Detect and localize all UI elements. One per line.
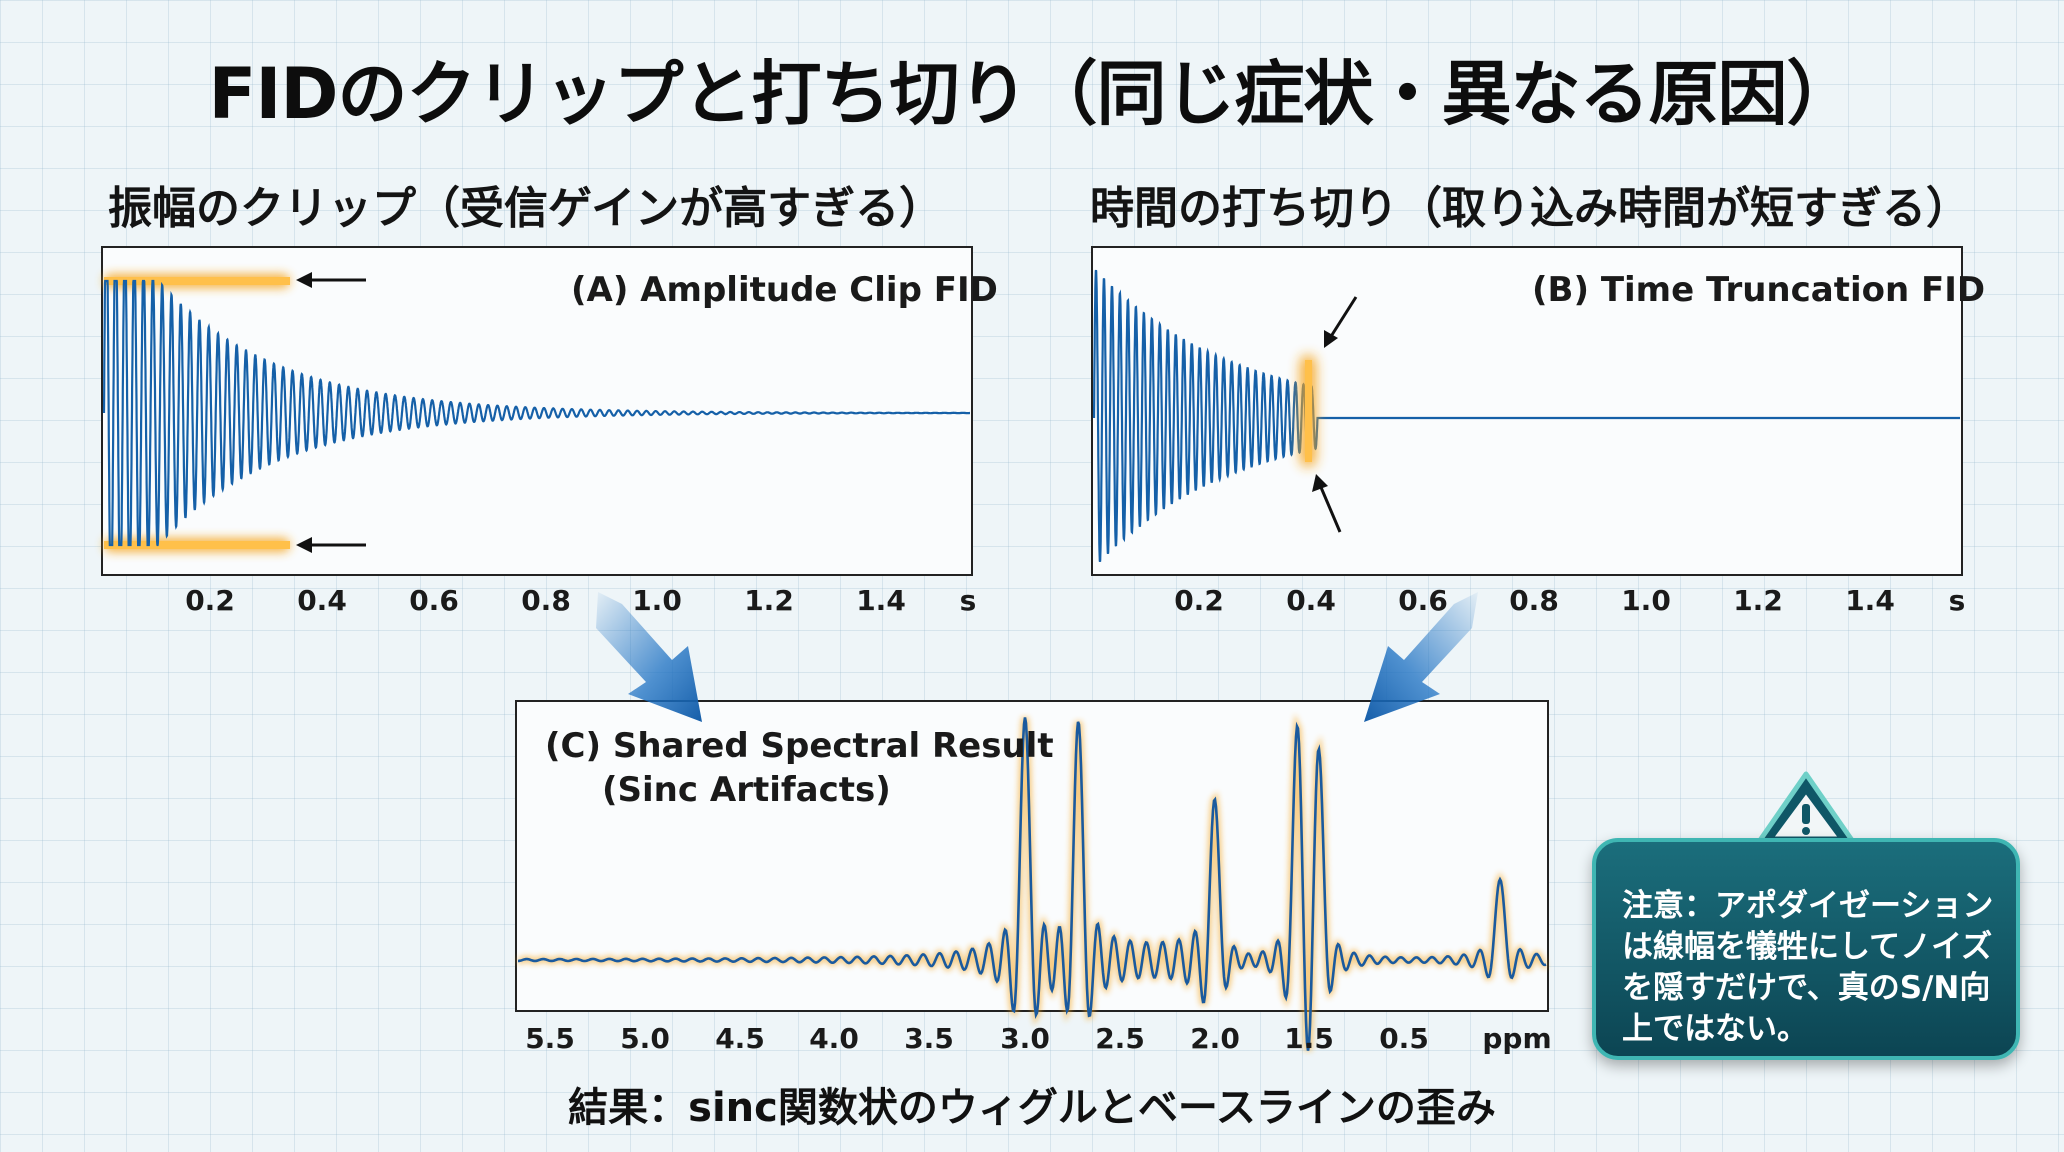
panel-a-tick: 0.8 bbox=[521, 584, 571, 617]
panel-a-tick: 0.2 bbox=[185, 584, 235, 617]
right-subtitle: 時間の打ち切り（取り込み時間が短すぎる） bbox=[1090, 183, 1970, 234]
clip-top-arrow bbox=[296, 272, 366, 288]
panel-b-fid-trace bbox=[1092, 269, 1960, 562]
panel-a-tick: 0.6 bbox=[409, 584, 459, 617]
panel-c-tick: 3.0 bbox=[1000, 1022, 1050, 1055]
panel-c-label-line2: (Sinc Artifacts) bbox=[602, 770, 891, 810]
result-caption: 結果：sinc関数状のウィグルとベースラインの歪み bbox=[568, 1085, 1496, 1131]
panel-c-tick: 0.5 bbox=[1379, 1022, 1429, 1055]
panel-b-label: (B) Time Truncation FID bbox=[1532, 270, 1986, 310]
panel-a-label: (A) Amplitude Clip FID bbox=[571, 270, 998, 310]
panel-c-tick: 2.5 bbox=[1095, 1022, 1145, 1055]
panel-c-label-line1: (C) Shared Spectral Result bbox=[545, 726, 1054, 766]
flow-arrow-right bbox=[1364, 592, 1478, 722]
panel-b-tick: 1.4 bbox=[1845, 584, 1895, 617]
panel-c-tick: 1.5 bbox=[1284, 1022, 1334, 1055]
panel-b-tick: 0.4 bbox=[1286, 584, 1336, 617]
panel-a-fid-trace bbox=[102, 279, 970, 547]
panel-b-tick: 1.2 bbox=[1733, 584, 1783, 617]
panel-a-unit: s bbox=[959, 584, 977, 617]
panel-a-tick: 1.4 bbox=[856, 584, 906, 617]
panel-a-frame bbox=[101, 246, 973, 576]
page-title: FIDのクリップと打ち切り（同じ症状・異なる原因） bbox=[208, 53, 1857, 135]
panel-c-tick: 4.5 bbox=[715, 1022, 765, 1055]
panel-a-tick: 0.4 bbox=[297, 584, 347, 617]
panel-b-tick: 0.8 bbox=[1509, 584, 1559, 617]
panel-a-tick: 1.2 bbox=[744, 584, 794, 617]
left-subtitle: 振幅のクリップ（受信ゲインが高すぎる） bbox=[108, 183, 944, 234]
panel-a-tick: 1.0 bbox=[632, 584, 682, 617]
panel-c-unit: ppm bbox=[1482, 1022, 1552, 1055]
panel-b-truncation-highlight bbox=[1300, 355, 1316, 467]
flow-arrow-left bbox=[596, 592, 702, 722]
warning-text: 注意：アポダイゼーションは線幅を犠牲にしてノイズを隠すだけで、真のS/N向上では… bbox=[1622, 888, 1994, 1047]
panel-a-clip-highlight-top bbox=[104, 274, 290, 288]
warning-card: 注意：アポダイゼーションは線幅を犠牲にしてノイズを隠すだけで、真のS/N向上では… bbox=[1592, 838, 2020, 1060]
panel-c-spectrum-trace bbox=[518, 717, 1547, 1051]
clip-bottom-arrow bbox=[296, 537, 366, 553]
panel-b-tick: 0.2 bbox=[1174, 584, 1224, 617]
panel-b-tick: 0.6 bbox=[1398, 584, 1448, 617]
panel-c-tick: 5.0 bbox=[620, 1022, 670, 1055]
panel-b-frame bbox=[1091, 246, 1963, 576]
truncation-top-arrow bbox=[1324, 296, 1358, 348]
truncation-bottom-arrow bbox=[1312, 474, 1342, 533]
panel-a-clip-highlight-bottom bbox=[104, 538, 290, 552]
panel-b-tick: 1.0 bbox=[1621, 584, 1671, 617]
panel-b-unit: s bbox=[1948, 584, 1966, 617]
panel-c-tick: 2.0 bbox=[1190, 1022, 1240, 1055]
panel-c-tick: 4.0 bbox=[809, 1022, 859, 1055]
warning-triangle-icon bbox=[1753, 771, 1859, 849]
panel-c-tick: 3.5 bbox=[904, 1022, 954, 1055]
panel-c-tick: 5.5 bbox=[525, 1022, 575, 1055]
